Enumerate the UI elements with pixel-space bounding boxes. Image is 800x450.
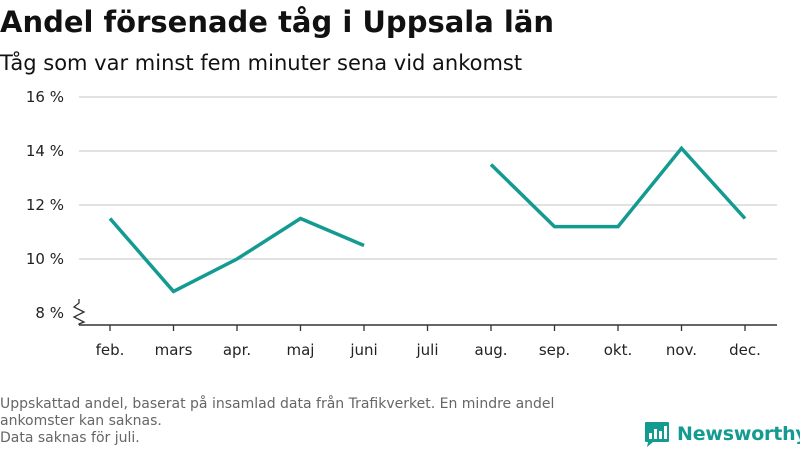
y-tick-label: 14 % <box>26 142 64 160</box>
line-chart: 8 % 10 % 12 % 14 % 16 % feb. mars apr. maj juni ju… <box>26 88 777 359</box>
y-tick-label: 16 % <box>26 88 64 106</box>
x-tick-label: sep. <box>539 341 570 359</box>
axes <box>72 299 777 331</box>
gridlines <box>79 96 777 260</box>
x-tick-label: maj <box>287 341 315 359</box>
tick-labels: 8 % 10 % 12 % 14 % 16 % feb. mars apr. maj juni ju… <box>26 88 761 359</box>
series-line-segment <box>489 145 747 229</box>
x-tick-label: feb. <box>96 341 125 359</box>
chart-subtitle: Tåg som var minst fem minuter sena vid a… <box>0 51 523 75</box>
x-tick-label: aug. <box>475 341 508 359</box>
footnote-missing-data: Data saknas för juli. <box>0 430 140 446</box>
y-axis-break <box>72 299 86 325</box>
logo-wordmark: Newsworthy <box>677 423 800 445</box>
y-tick-label: 10 % <box>26 250 64 268</box>
x-tick-label: mars <box>155 341 193 359</box>
footnote: Uppskattad andel, baserat på insamlad da… <box>0 396 630 447</box>
series-line-segment <box>108 216 365 294</box>
x-tick-label: nov. <box>666 341 697 359</box>
x-tick-label: okt. <box>604 341 633 359</box>
x-tick-label: apr. <box>223 341 251 359</box>
y-tick-label: 12 % <box>26 196 64 214</box>
footnote-source: Uppskattad andel, baserat på insamlad da… <box>0 396 555 429</box>
newsworthy-logo-icon <box>645 421 669 447</box>
chart-title: Andel försenade tåg i Uppsala län <box>0 5 555 39</box>
series <box>108 145 747 294</box>
newsworthy-logo: Newsworthy <box>644 420 800 448</box>
x-tick-label: juni <box>349 341 377 359</box>
x-tick-label: dec. <box>729 341 761 359</box>
y-tick-label: 8 % <box>35 304 64 322</box>
x-tick-label: juli <box>415 341 438 359</box>
